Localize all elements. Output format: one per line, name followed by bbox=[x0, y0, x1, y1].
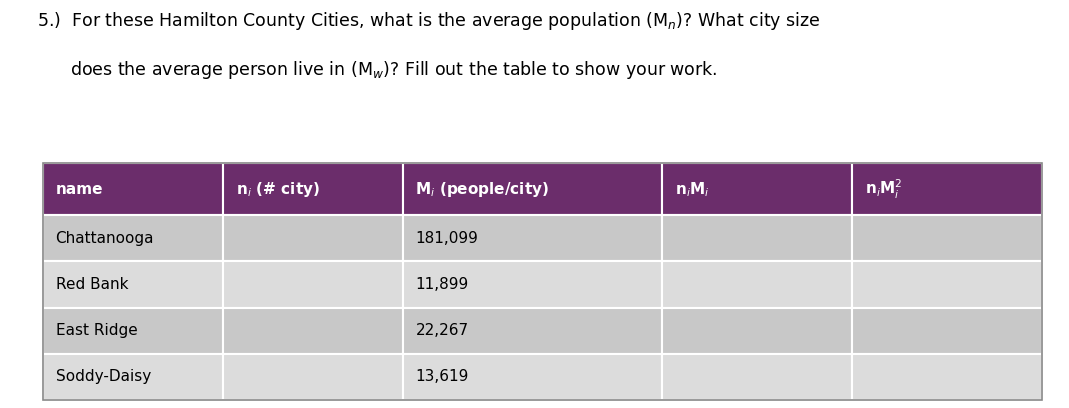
Text: n$_i$M$_i^2$: n$_i$M$_i^2$ bbox=[865, 177, 902, 201]
Text: 22,267: 22,267 bbox=[416, 323, 468, 338]
Bar bbox=[222, 262, 403, 308]
Text: 181,099: 181,099 bbox=[416, 231, 478, 246]
Text: does the average person live in (M$_w$)? Fill out the table to show your work.: does the average person live in (M$_w$)?… bbox=[37, 59, 718, 81]
Bar bbox=[403, 308, 663, 354]
Bar bbox=[852, 215, 1042, 262]
Text: 13,619: 13,619 bbox=[416, 369, 469, 384]
Bar bbox=[663, 262, 852, 308]
Bar bbox=[43, 215, 222, 262]
Text: M$_i$ (people/city): M$_i$ (people/city) bbox=[416, 180, 549, 199]
Bar bbox=[222, 308, 403, 354]
Bar bbox=[852, 262, 1042, 308]
Bar bbox=[403, 215, 663, 262]
Bar bbox=[222, 163, 403, 215]
Bar bbox=[222, 354, 403, 400]
Bar bbox=[663, 354, 852, 400]
Bar bbox=[663, 215, 852, 262]
Bar bbox=[43, 262, 222, 308]
Text: East Ridge: East Ridge bbox=[56, 323, 137, 338]
Bar bbox=[222, 215, 403, 262]
Text: Red Bank: Red Bank bbox=[56, 277, 128, 292]
Bar bbox=[43, 308, 222, 354]
Bar bbox=[852, 354, 1042, 400]
Bar bbox=[43, 163, 222, 215]
Bar bbox=[403, 354, 663, 400]
Text: 11,899: 11,899 bbox=[416, 277, 468, 292]
Bar bbox=[43, 163, 1042, 400]
Bar bbox=[403, 163, 663, 215]
Bar bbox=[403, 262, 663, 308]
Bar bbox=[663, 163, 852, 215]
Bar bbox=[852, 163, 1042, 215]
Text: n$_i$M$_i$: n$_i$M$_i$ bbox=[676, 180, 710, 199]
Text: n$_i$ (# city): n$_i$ (# city) bbox=[235, 180, 320, 199]
Text: Soddy-Daisy: Soddy-Daisy bbox=[56, 369, 151, 384]
Bar bbox=[663, 308, 852, 354]
Bar bbox=[43, 354, 222, 400]
Text: Chattanooga: Chattanooga bbox=[56, 231, 154, 246]
Text: name: name bbox=[56, 182, 103, 197]
Text: 5.)  For these Hamilton County Cities, what is the average population (M$_n$)? W: 5.) For these Hamilton County Cities, wh… bbox=[37, 10, 821, 32]
Bar bbox=[852, 308, 1042, 354]
